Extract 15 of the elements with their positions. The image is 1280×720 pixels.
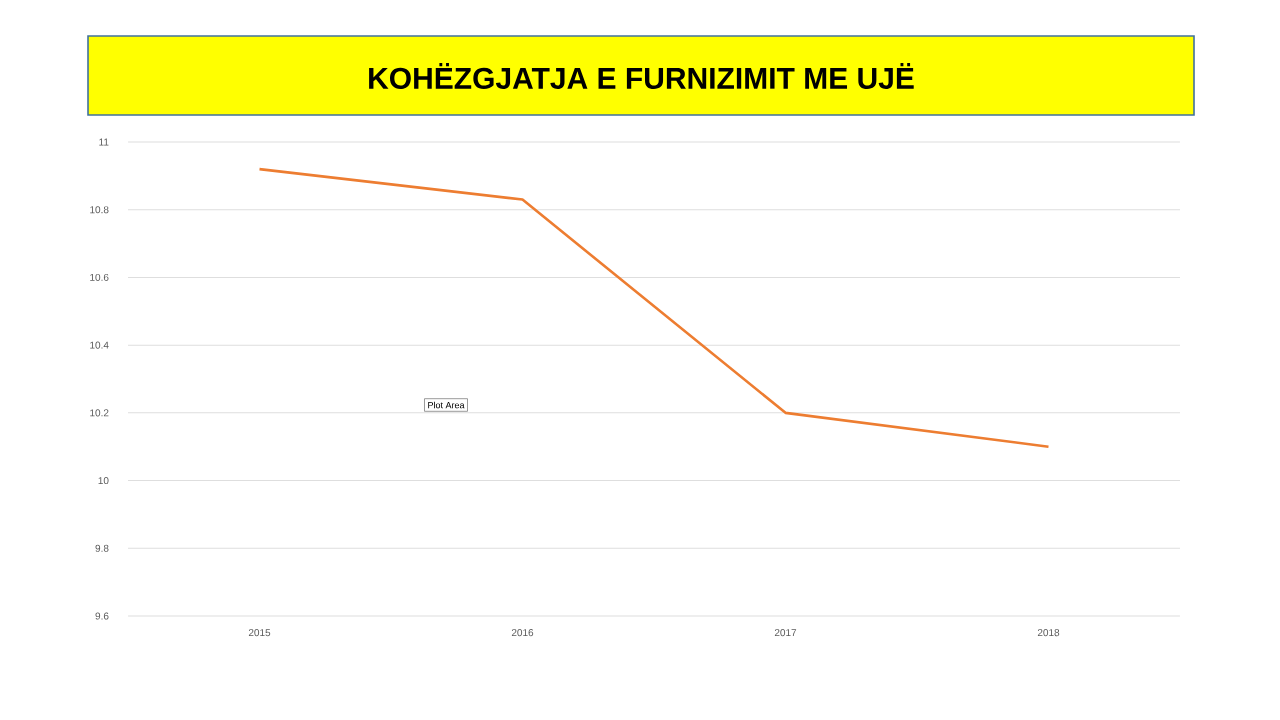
x-tick-label: 2018	[1037, 629, 1060, 637]
y-tick-label: 9.6	[95, 612, 109, 620]
x-tick-label: 2017	[774, 629, 797, 637]
y-tick-label: 10.2	[90, 409, 109, 417]
y-tick-label: 10.4	[90, 341, 109, 349]
y-tick-label: 10.8	[90, 206, 109, 214]
line-series	[258, 167, 1050, 449]
y-tick-label: 11	[99, 138, 109, 146]
y-tick-label: 10.6	[90, 273, 109, 281]
y-tick-label: 9.8	[95, 544, 109, 552]
x-tick-label: 2015	[248, 629, 271, 637]
chart-title: KOHËZGJATJA E FURNIZIMIT ME UJË	[369, 63, 914, 89]
annotation: Plot Area	[428, 401, 465, 409]
x-tick-label: 2016	[511, 629, 534, 637]
y-tick-label: 10	[98, 477, 109, 485]
